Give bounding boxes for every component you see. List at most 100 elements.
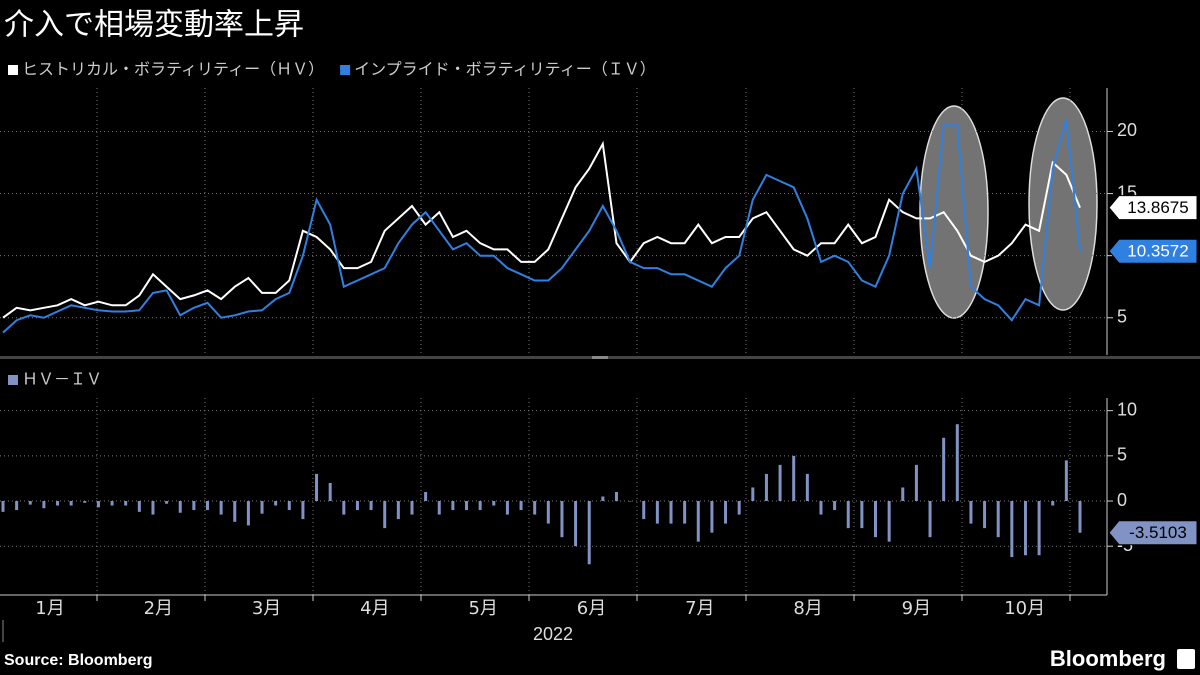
bar <box>914 464 918 502</box>
bar <box>42 501 46 509</box>
bar <box>533 501 537 515</box>
separator-handle <box>592 356 608 359</box>
bar <box>1 501 5 512</box>
bar <box>1078 501 1082 533</box>
legend-swatch <box>8 65 18 75</box>
last-value-text: 13.8675 <box>1127 198 1188 217</box>
brand-logo: Bloomberg <box>1050 646 1166 671</box>
last-value-text: -3.5103 <box>1129 523 1187 542</box>
x-tick-label: 1月 <box>35 598 64 619</box>
bar <box>642 501 646 520</box>
bar <box>601 496 605 502</box>
label-box <box>1108 238 1198 264</box>
bar <box>315 473 319 502</box>
bar <box>205 501 209 511</box>
bar <box>396 501 400 520</box>
label-box <box>1108 195 1198 221</box>
chart-title: 介入で相場変動率上昇 <box>4 8 304 43</box>
last-value-label: 13.8675 <box>1108 195 1198 221</box>
bar <box>792 455 796 502</box>
bar <box>1023 501 1027 556</box>
bar <box>669 501 673 524</box>
bar <box>465 501 469 511</box>
brand-icon <box>1177 649 1195 669</box>
bar <box>492 501 496 506</box>
x-year-label: 2022 <box>533 624 573 644</box>
bar <box>56 501 60 506</box>
bar <box>233 501 237 522</box>
bar <box>983 501 987 529</box>
bar <box>710 501 714 533</box>
annotation-ellipse <box>1028 97 1098 311</box>
bar <box>15 501 19 511</box>
bar <box>628 501 632 502</box>
bar <box>478 501 482 511</box>
bar <box>655 501 659 524</box>
bar <box>192 501 196 511</box>
bar <box>696 501 700 542</box>
x-tick-label: 7月 <box>685 598 714 619</box>
bar <box>805 473 809 502</box>
bar <box>819 501 823 515</box>
legend-swatch <box>8 375 18 385</box>
y-tick-label: 5 <box>1117 306 1127 326</box>
x-tick-label: 6月 <box>577 598 606 619</box>
bar <box>1037 501 1041 556</box>
y-tick-label: 10 <box>1117 399 1137 419</box>
line <box>2 140 1081 319</box>
x-tick-label: 5月 <box>468 598 497 619</box>
legend-label: ＨＶ－ＩＶ <box>22 370 102 389</box>
bar <box>574 501 578 547</box>
bar <box>955 424 959 502</box>
bar <box>124 501 128 506</box>
y-tick-label: 5 <box>1117 445 1127 465</box>
bar <box>328 482 332 502</box>
bar <box>724 501 728 524</box>
bar <box>151 501 155 515</box>
bar <box>137 501 141 512</box>
bar <box>860 501 864 529</box>
bar <box>301 501 305 520</box>
bar <box>1064 460 1068 502</box>
bar <box>519 501 523 511</box>
bar <box>451 501 455 511</box>
line <box>2 118 1081 334</box>
y-tick-label: 20 <box>1117 120 1137 140</box>
bar <box>874 501 878 538</box>
bar <box>178 501 182 513</box>
bar <box>683 501 687 524</box>
x-tick-label: 2月 <box>144 598 173 619</box>
x-tick-label: 10月 <box>1004 598 1045 619</box>
bar <box>287 501 291 511</box>
bar <box>505 501 509 515</box>
bar <box>833 501 837 511</box>
bar <box>110 501 114 506</box>
annotation-ellipse <box>919 105 989 319</box>
bar <box>260 501 264 514</box>
bar <box>560 501 564 538</box>
bar <box>751 487 755 502</box>
legend-swatch <box>340 65 351 75</box>
x-tick-label: 4月 <box>360 598 389 619</box>
bar <box>28 501 32 505</box>
bar <box>846 501 850 529</box>
bar <box>246 501 250 526</box>
source: Source: Bloomberg <box>4 652 152 669</box>
bar <box>69 501 73 506</box>
bar <box>383 501 387 529</box>
last-value-label: 10.3572 <box>1108 238 1198 264</box>
bar <box>764 473 768 502</box>
bar <box>342 501 346 515</box>
bar <box>96 501 100 508</box>
legend-label: ヒストリカル・ボラティリティー（ＨＶ） <box>22 60 324 79</box>
bar <box>546 501 550 524</box>
bar <box>1010 501 1014 558</box>
x-tick-label: 3月 <box>252 598 281 619</box>
bar <box>83 501 87 503</box>
bar <box>928 501 932 538</box>
bar <box>369 501 373 511</box>
label-box <box>1108 520 1198 546</box>
bar <box>887 501 891 542</box>
